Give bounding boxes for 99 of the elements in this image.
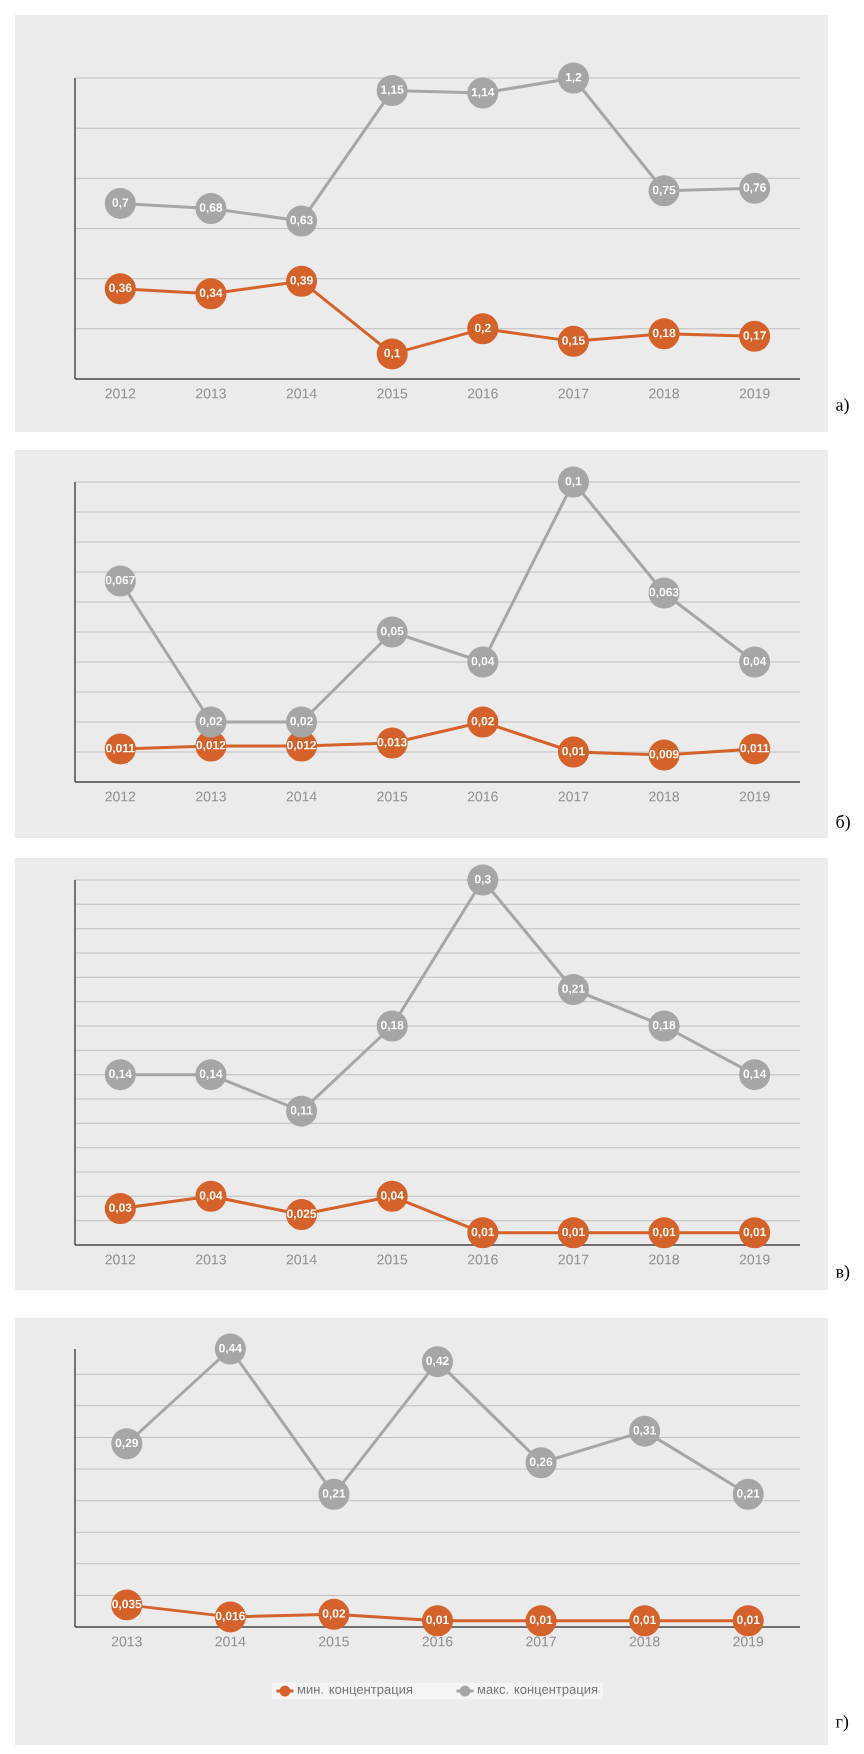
x-tick-label: 2014 xyxy=(286,388,317,399)
x-tick-label: 2017 xyxy=(558,791,589,802)
data-label: 0,011 xyxy=(740,743,770,755)
data-label: 0,21 xyxy=(562,984,585,995)
x-tick-label: 2014 xyxy=(286,791,317,802)
x-tick-label: 2017 xyxy=(558,388,589,399)
data-label: 0,34 xyxy=(199,288,223,299)
x-tick-label: 2015 xyxy=(377,791,408,802)
data-label: 0,14 xyxy=(109,1069,132,1080)
x-tick-label: 2016 xyxy=(422,1636,453,1647)
data-label: 0,02 xyxy=(471,716,495,728)
legend-label: мин. концентрация xyxy=(297,1686,413,1697)
data-label: 0,01 xyxy=(737,1615,760,1626)
x-tick-label: 2013 xyxy=(196,1254,226,1265)
data-label: 0,02 xyxy=(322,1609,346,1620)
data-label: 0,035 xyxy=(112,1599,142,1610)
data-label: 0,68 xyxy=(199,203,223,214)
x-tick-label: 2019 xyxy=(739,388,770,399)
data-label: 0,39 xyxy=(290,276,313,287)
data-label: 0,05 xyxy=(380,626,404,638)
data-label: 0,04 xyxy=(199,1191,223,1202)
data-label: 0,012 xyxy=(287,740,317,752)
x-tick-label: 2014 xyxy=(215,1636,246,1647)
data-label: 0,02 xyxy=(199,716,223,728)
data-label: 0,18 xyxy=(652,328,676,339)
x-tick-label: 2013 xyxy=(111,1636,142,1647)
data-label: 0,01 xyxy=(471,1227,495,1238)
data-label: 0,01 xyxy=(562,746,585,758)
x-tick-label: 2018 xyxy=(629,1636,660,1647)
x-tick-label: 2017 xyxy=(558,1254,589,1265)
x-tick-label: 2016 xyxy=(467,1254,498,1265)
data-label: 0,01 xyxy=(529,1615,553,1626)
text: а) xyxy=(836,398,849,415)
x-tick-label: 2013 xyxy=(196,388,226,399)
data-label: 1,15 xyxy=(381,85,404,96)
data-label: 0,009 xyxy=(649,749,679,761)
data-label: 1,2 xyxy=(565,72,582,84)
data-label: 0,14 xyxy=(199,1069,223,1080)
data-label: 0,14 xyxy=(743,1069,767,1080)
data-label: 0,011 xyxy=(106,743,135,755)
data-label: 0,1 xyxy=(565,476,582,488)
x-tick-label: 2019 xyxy=(739,791,770,802)
text: б) xyxy=(836,814,850,832)
x-tick-label: 2015 xyxy=(377,388,408,399)
x-tick-label: 2012 xyxy=(105,388,136,399)
data-label: 0,063 xyxy=(649,587,679,599)
data-label: 0,1 xyxy=(384,348,401,360)
x-tick-label: 2013 xyxy=(196,791,226,802)
data-label: 0,04 xyxy=(380,1191,404,1202)
data-label: 0,44 xyxy=(219,1343,242,1355)
data-label: 0,01 xyxy=(562,1227,585,1238)
data-label: 0,012 xyxy=(196,740,226,752)
data-label: 1,14 xyxy=(471,87,495,99)
data-label: 0,016 xyxy=(215,1611,245,1622)
x-tick-label: 2018 xyxy=(649,791,680,802)
data-label: 0,31 xyxy=(633,1426,656,1437)
data-label: 0,04 xyxy=(743,656,767,668)
x-tick-label: 2017 xyxy=(526,1636,556,1647)
data-label: 0,01 xyxy=(743,1227,767,1238)
data-label: 0,26 xyxy=(529,1457,553,1468)
x-tick-label: 2012 xyxy=(105,791,136,802)
legend-label: макс. концентрация xyxy=(477,1686,598,1697)
data-label: 0,29 xyxy=(115,1438,139,1449)
x-tick-label: 2015 xyxy=(377,1254,408,1265)
data-label: 0,067 xyxy=(105,575,135,587)
data-label: 0,025 xyxy=(287,1209,317,1220)
x-tick-label: 2012 xyxy=(105,1254,136,1265)
data-label: 0,01 xyxy=(652,1227,676,1238)
data-label: 0,17 xyxy=(743,331,766,342)
data-label: 0,15 xyxy=(562,336,585,347)
x-tick-label: 2018 xyxy=(649,1254,680,1265)
data-label: 0,11 xyxy=(290,1106,313,1117)
text: г) xyxy=(835,1715,849,1732)
data-label: 0,7 xyxy=(112,198,129,209)
x-tick-label: 2019 xyxy=(733,1636,764,1647)
x-tick-label: 2016 xyxy=(467,388,498,399)
x-tick-label: 2016 xyxy=(467,791,498,802)
x-tick-label: 2018 xyxy=(649,388,680,399)
x-tick-label: 2014 xyxy=(286,1254,317,1265)
data-label: 0,18 xyxy=(652,1020,676,1032)
data-label: 0,42 xyxy=(426,1356,449,1367)
data-label: 0,75 xyxy=(652,185,676,196)
x-tick-label: 2019 xyxy=(739,1254,770,1265)
data-label: 0,03 xyxy=(109,1203,132,1214)
data-label: 0,04 xyxy=(471,656,495,668)
data-label: 0,18 xyxy=(380,1020,404,1032)
data-label: 0,013 xyxy=(377,737,407,749)
data-label: 0,2 xyxy=(474,323,491,334)
data-label: 0,01 xyxy=(633,1615,656,1626)
data-label: 0,01 xyxy=(426,1615,449,1626)
data-label: 0,76 xyxy=(743,183,766,194)
data-label: 0,3 xyxy=(474,874,491,886)
data-label: 0,21 xyxy=(322,1489,346,1500)
data-label: 0,21 xyxy=(737,1489,760,1500)
text: в) xyxy=(835,1265,850,1282)
data-label: 0,63 xyxy=(290,215,313,227)
data-label: 0,02 xyxy=(290,716,313,728)
data-label: 0,36 xyxy=(109,283,132,294)
x-tick-label: 2015 xyxy=(319,1636,349,1647)
